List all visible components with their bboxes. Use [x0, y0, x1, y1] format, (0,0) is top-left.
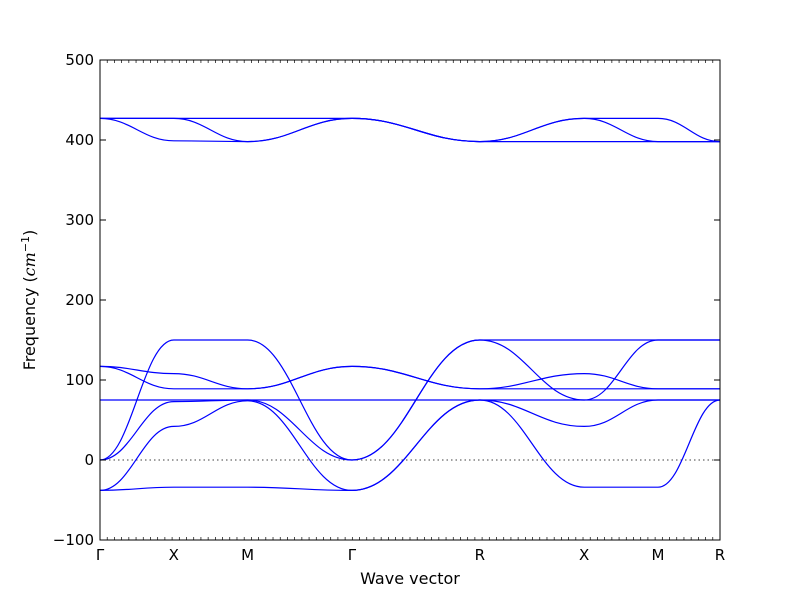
- y-tick-label: 100: [65, 371, 94, 389]
- y-axis-label: Frequency (cm−1): [19, 230, 39, 371]
- y-tick-label: −100: [53, 531, 94, 549]
- band-curve-9: [99, 117, 720, 143]
- y-tick-label: 300: [65, 211, 94, 229]
- band-curves: [99, 117, 721, 492]
- band-curve-2: [99, 399, 720, 492]
- y-tick-label: 400: [65, 131, 94, 149]
- x-tick-label: Γ: [348, 546, 357, 564]
- band-curve-1: [99, 399, 721, 492]
- x-tick-label: R: [475, 546, 485, 564]
- x-tick-label: R: [715, 546, 725, 564]
- axis-ticks: [100, 59, 720, 541]
- x-tick-label: M: [241, 546, 254, 564]
- x-tick-label: X: [579, 546, 589, 564]
- y-axis-label-suffix: ): [20, 230, 39, 236]
- y-axis-label-prefix: Frequency (: [20, 276, 39, 370]
- band-curve-7: [99, 365, 720, 390]
- y-axis-unit: cm: [20, 252, 39, 276]
- plot-frame: [99, 59, 721, 541]
- x-tick-label: M: [652, 546, 665, 564]
- y-tick-labels: −100 0 100 200 300 400 500: [53, 51, 94, 549]
- x-axis-label: Wave vector: [360, 569, 460, 588]
- y-tick-label: 0: [84, 451, 94, 469]
- band-curve-10: [99, 117, 721, 143]
- x-tick-label: X: [169, 546, 179, 564]
- y-tick-label: 200: [65, 291, 94, 309]
- y-tick-label: 500: [65, 51, 94, 69]
- band-curve-5: [99, 339, 720, 461]
- band-curve-6: [99, 365, 720, 390]
- y-axis-unit-exponent: −1: [19, 236, 32, 252]
- x-tick-label: Γ: [96, 546, 105, 564]
